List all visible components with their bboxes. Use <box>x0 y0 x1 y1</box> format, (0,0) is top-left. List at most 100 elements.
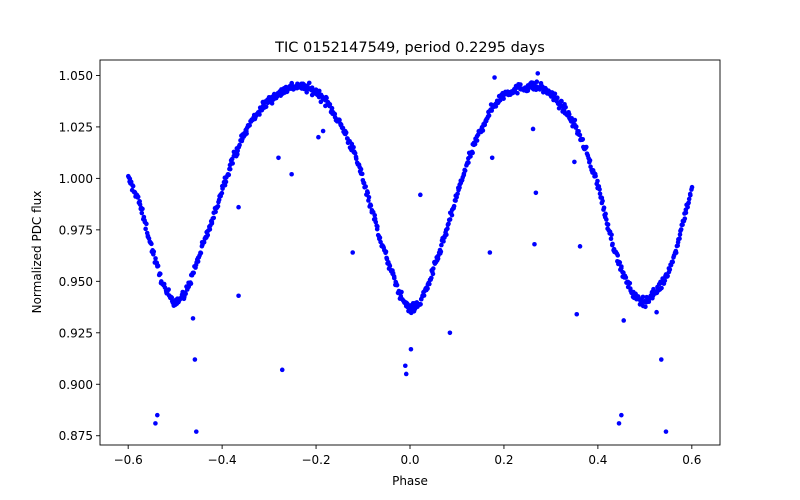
data-point <box>643 304 648 310</box>
data-point <box>534 79 540 84</box>
data-point <box>304 89 310 95</box>
data-point <box>209 219 215 225</box>
data-point <box>677 232 683 237</box>
data-point <box>244 131 249 136</box>
data-point <box>368 203 374 208</box>
data-point <box>682 216 688 221</box>
data-point <box>686 196 692 202</box>
outlier-point <box>153 421 158 426</box>
y-axis: 0.875 0.900 0.925 0.950 0.975 1.000 1.025 1.050 <box>59 69 100 443</box>
data-point <box>678 227 684 232</box>
data-point <box>627 280 633 286</box>
data-point <box>387 263 393 269</box>
data-point <box>151 249 157 254</box>
data-point <box>640 294 646 300</box>
outlier-point <box>236 293 241 299</box>
outlier-point <box>193 429 199 434</box>
data-point <box>673 250 679 256</box>
x-axis-label: Phase <box>392 474 428 488</box>
data-point <box>595 178 600 184</box>
data-point <box>446 221 451 227</box>
data-point <box>140 206 145 212</box>
data-point <box>600 198 605 204</box>
data-point <box>552 91 558 97</box>
data-point <box>235 151 240 157</box>
data-point <box>139 210 145 216</box>
outlier-point <box>577 244 583 249</box>
data-point <box>337 117 342 123</box>
data-point <box>223 179 229 185</box>
outlier-point <box>487 250 493 255</box>
data-point <box>219 190 225 196</box>
x-tick-label: −0.6 <box>114 453 143 467</box>
outlier-point <box>447 330 453 336</box>
y-tick-label: 0.975 <box>59 223 93 237</box>
data-point <box>158 271 163 277</box>
data-point <box>455 191 460 197</box>
data-point <box>563 104 568 110</box>
outlier-point <box>155 412 160 418</box>
data-point <box>689 184 695 190</box>
data-point <box>207 227 213 232</box>
data-point <box>153 256 158 261</box>
data-point <box>324 95 329 101</box>
data-point <box>603 211 608 217</box>
data-point <box>353 156 359 161</box>
y-tick-label: 0.900 <box>59 378 93 392</box>
data-point <box>665 273 670 279</box>
data-point <box>201 239 207 245</box>
data-point <box>215 203 221 209</box>
data-point <box>605 222 611 227</box>
data-point <box>431 266 436 271</box>
data-point <box>375 224 380 229</box>
data-point <box>363 184 368 189</box>
outlier-point <box>530 126 536 132</box>
data-point <box>651 286 656 292</box>
data-point <box>572 117 578 123</box>
y-tick-label: 1.050 <box>59 69 93 83</box>
outlier-point <box>403 363 408 369</box>
data-point <box>482 122 488 128</box>
data-point <box>235 148 240 154</box>
data-point <box>597 191 603 197</box>
data-point <box>425 286 430 291</box>
outlier-point <box>532 241 537 247</box>
data-point <box>143 226 148 232</box>
data-point <box>257 112 262 117</box>
data-point <box>453 198 458 203</box>
data-point <box>188 281 194 286</box>
data-point <box>377 235 383 241</box>
data-point <box>615 253 621 258</box>
data-point <box>359 171 365 177</box>
data-point <box>205 232 211 238</box>
outlier-point <box>236 204 241 210</box>
y-tick-label: 1.025 <box>59 120 93 134</box>
data-point <box>372 212 378 218</box>
data-point <box>608 236 614 242</box>
data-point <box>329 105 335 111</box>
data-point <box>149 241 154 247</box>
outlier-point <box>663 429 669 434</box>
data-point <box>213 209 218 215</box>
data-point <box>130 183 136 189</box>
data-point <box>237 142 242 148</box>
data-point <box>577 132 583 138</box>
data-point <box>604 217 609 222</box>
outlier-point <box>276 155 281 161</box>
data-point <box>427 281 432 287</box>
data-point <box>418 301 423 307</box>
data-point <box>610 241 615 247</box>
data-point <box>365 190 371 196</box>
data-point <box>316 88 322 94</box>
data-point <box>587 158 593 163</box>
data-point <box>472 141 478 147</box>
data-point <box>226 172 232 178</box>
outlier-point <box>619 412 624 418</box>
data-point <box>306 80 312 86</box>
data-point <box>667 267 673 272</box>
outlier-point <box>403 371 409 377</box>
data-point <box>399 289 404 295</box>
data-point <box>195 259 201 264</box>
data-point <box>128 179 134 185</box>
